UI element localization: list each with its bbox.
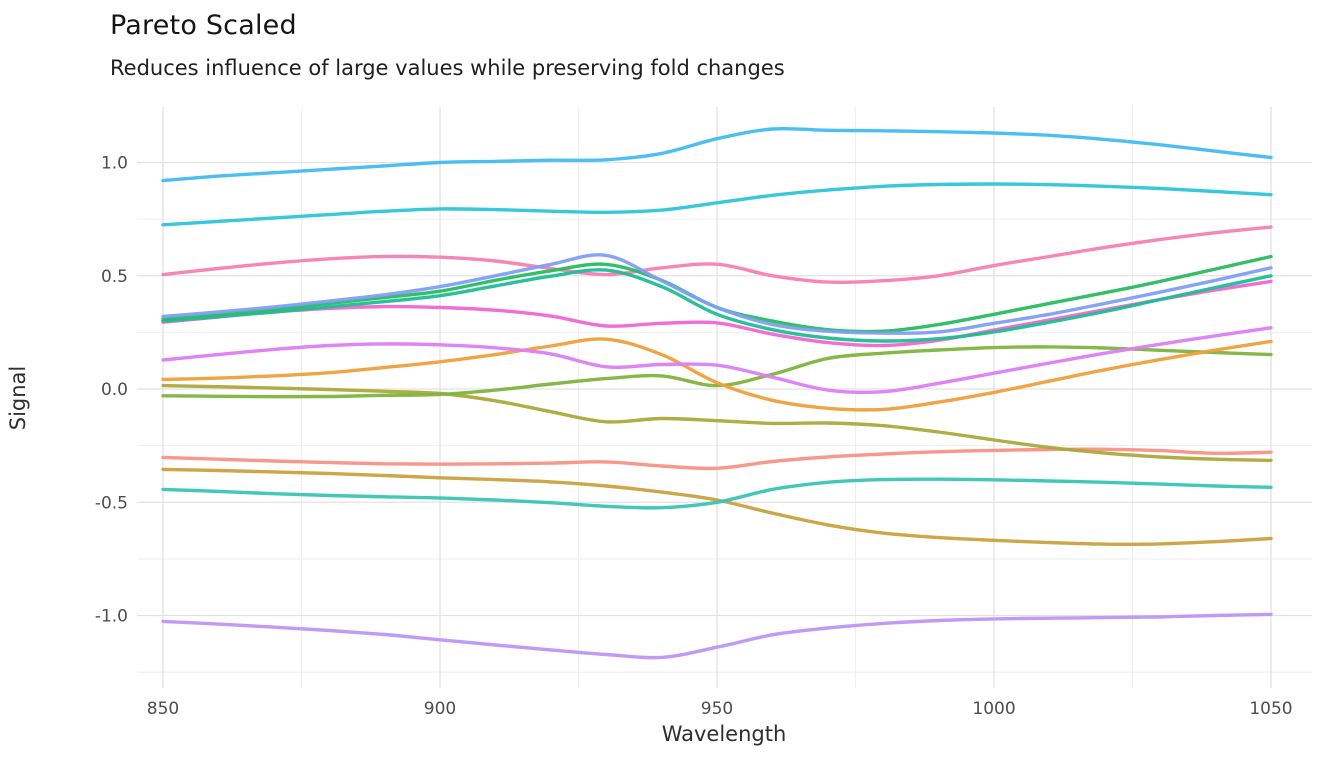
series-line-orange (161, 337, 1273, 412)
series-line-cyan (161, 182, 1273, 227)
series-line-apple-green (161, 345, 1273, 399)
series-line-gold (161, 467, 1273, 547)
series-line-salmon (161, 447, 1273, 471)
chart-title: Pareto Scaled (110, 10, 297, 41)
x-tick-label: 1050 (1249, 699, 1292, 719)
y-axis-title: Signal (6, 365, 30, 431)
x-axis-title: Wavelength (661, 722, 787, 746)
x-tick-label: 850 (147, 699, 179, 719)
chart-subtitle: Reduces influence of large values while … (110, 56, 785, 80)
y-tick-label: -1.0 (95, 607, 128, 627)
y-tick-label: 0.0 (101, 380, 128, 400)
series-line-teal (161, 477, 1273, 510)
series-line-cornflower (161, 253, 1273, 335)
series-line-rose (161, 225, 1273, 285)
series-line-orchid (161, 326, 1273, 395)
series-line-olive (161, 383, 1273, 463)
y-tick-label: 1.0 (101, 153, 128, 173)
series-line-magenta (161, 279, 1273, 348)
series-line-sky-blue (161, 126, 1273, 183)
y-tick-label: 0.5 (101, 267, 128, 287)
x-tick-label: 1000 (972, 699, 1015, 719)
x-tick-label: 900 (424, 699, 456, 719)
series-line-lavender (161, 612, 1273, 660)
series-line-sea-green (161, 268, 1273, 343)
x-tick-label: 950 (701, 699, 733, 719)
y-tick-label: -0.5 (95, 493, 128, 513)
